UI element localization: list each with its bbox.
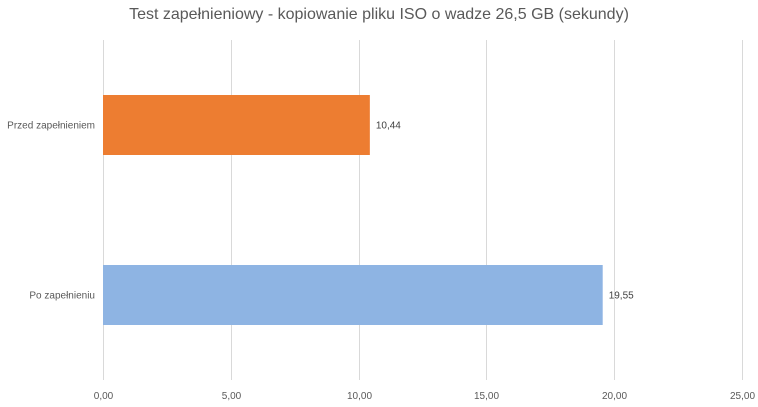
bar-1 bbox=[103, 95, 370, 155]
x-tick-label: 15,00 bbox=[474, 391, 499, 402]
x-tick-label: 5,00 bbox=[222, 391, 242, 402]
x-tick-label: 10,00 bbox=[347, 391, 372, 402]
category-label: Po zapełnieniu bbox=[29, 291, 95, 302]
category-label: Przed zapełnieniem bbox=[7, 121, 95, 132]
bar-2 bbox=[103, 265, 603, 325]
x-tick-label: 25,00 bbox=[730, 391, 755, 402]
x-tick-label: 0,00 bbox=[94, 391, 114, 402]
chart-title: Test zapełnieniowy - kopiowanie pliku IS… bbox=[129, 6, 629, 23]
data-label: 19,55 bbox=[609, 291, 634, 302]
x-tick-label: 20,00 bbox=[602, 391, 627, 402]
data-label: 10,44 bbox=[376, 121, 401, 132]
